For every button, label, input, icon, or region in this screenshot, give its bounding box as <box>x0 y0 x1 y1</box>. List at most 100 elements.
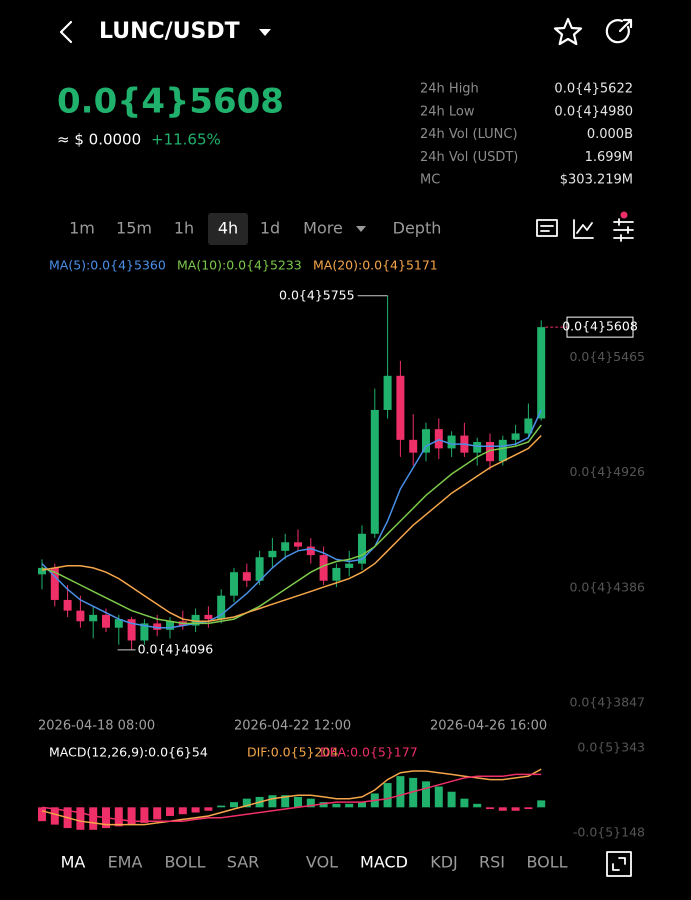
stat-value: 0.0{4}5622 <box>554 82 633 97</box>
indicator-icon[interactable] <box>573 219 594 239</box>
candle-body <box>191 614 200 626</box>
macd-bar <box>358 802 366 808</box>
low-label: 0.0{4}4096 <box>138 641 214 656</box>
y-tick-label: 0.0{4}4386 <box>569 579 645 594</box>
indicator-tab[interactable]: SAR <box>227 853 260 872</box>
indicator-tab[interactable]: BOLL <box>164 853 205 872</box>
back-button[interactable] <box>59 20 73 44</box>
interval-tab[interactable]: 1d <box>260 219 280 238</box>
indicator-tab[interactable]: MACD <box>360 853 408 872</box>
candle-body <box>281 542 290 551</box>
candle-body <box>524 418 533 434</box>
indicator-tab[interactable]: VOL <box>306 853 338 872</box>
macd-bar <box>140 807 149 823</box>
macd-bar <box>460 798 469 808</box>
candle-body <box>319 555 328 581</box>
macd-bar <box>38 807 46 822</box>
candle-body <box>204 614 213 620</box>
stat-value: 0.0{4}4980 <box>554 104 633 119</box>
candle-body <box>473 441 482 453</box>
macd-bar <box>422 781 430 808</box>
order-book-icon[interactable] <box>536 219 558 237</box>
favorite-button[interactable] <box>553 17 583 46</box>
macd-bar <box>319 802 328 808</box>
macd-bar <box>473 803 482 808</box>
indicator-tab[interactable]: KDJ <box>430 853 458 872</box>
legend-entry: DIF:0.0{5}204 <box>247 745 338 760</box>
stat-label: 24h Vol (USDT) <box>420 150 518 165</box>
macd-bar <box>511 807 520 811</box>
candle-body <box>332 567 341 581</box>
y-tick-label: 0.0{4}5465 <box>569 349 645 364</box>
candle-body <box>498 439 507 462</box>
candle-body <box>383 375 392 410</box>
candle-body <box>358 533 366 564</box>
settings-icon[interactable] <box>613 218 634 242</box>
candle-body <box>166 621 174 630</box>
interval-tab[interactable]: More <box>303 219 343 238</box>
indicator-tab[interactable]: EMA <box>108 853 143 872</box>
candle-body <box>153 623 162 630</box>
legend-entry: DEA:0.0{5}177 <box>320 745 418 760</box>
y-tick-label: -0.0{5}148 <box>573 824 645 839</box>
candle-body <box>486 441 494 462</box>
macd-bar <box>230 802 238 808</box>
share-button[interactable] <box>605 18 633 44</box>
y-tick-label: 0.0{4}3847 <box>569 695 645 710</box>
candle-body <box>396 375 405 440</box>
macd-bar <box>127 807 136 825</box>
macd-bar <box>294 796 302 808</box>
candle-body <box>50 567 59 600</box>
pair-dropdown[interactable] <box>259 29 271 36</box>
candle-body <box>370 409 379 534</box>
macd-bar <box>114 807 123 827</box>
candle-body <box>102 614 110 628</box>
interval-tab[interactable]: 1h <box>174 219 194 238</box>
macd-bar <box>217 805 226 808</box>
macd-bar <box>204 807 213 811</box>
candle-body <box>255 557 264 581</box>
interval-tab[interactable]: Depth <box>393 219 442 238</box>
legend-entry: MA(5):0.0{4}5360 <box>49 258 166 273</box>
stat-value: 1.699M <box>585 150 633 165</box>
candle-body <box>140 623 149 641</box>
candle-body <box>127 619 136 641</box>
macd-bar <box>498 807 507 811</box>
macd-bar <box>434 786 443 808</box>
macd-line <box>41 773 542 822</box>
pair-title[interactable]: LUNC/USDT <box>99 19 240 44</box>
x-tick-label: 2026-04-18 08:00 <box>38 719 155 734</box>
last-price: 0.0{4}5608 <box>57 82 284 122</box>
last-price-box <box>566 316 634 338</box>
candle-body <box>306 546 315 556</box>
macd-bar <box>345 803 354 808</box>
macd-line <box>41 768 542 826</box>
fiat-price: ≈ $ 0.0000 <box>57 131 141 149</box>
interval-tab[interactable]: 15m <box>116 219 152 238</box>
x-tick-label: 2026-04-22 12:00 <box>234 719 351 734</box>
candle-body <box>76 610 85 622</box>
macd-bar <box>242 798 251 808</box>
stat-label: MC <box>420 173 440 188</box>
macd-bar <box>447 791 456 808</box>
fullscreen-button[interactable] <box>606 851 632 877</box>
macd-bar <box>383 783 392 808</box>
selected-interval-bg <box>208 213 248 245</box>
macd-bar <box>268 795 277 808</box>
toolbar-icons <box>536 211 634 242</box>
more-dropdown[interactable] <box>356 226 366 232</box>
interval-tab[interactable]: 4h <box>218 219 238 238</box>
candle-body <box>294 542 302 547</box>
macd-bar <box>537 800 546 808</box>
ma-line <box>41 435 542 623</box>
interval-tab[interactable]: 1m <box>69 219 95 238</box>
indicator-tab[interactable]: RSI <box>479 853 505 872</box>
candle-body <box>242 572 251 581</box>
indicator-tab[interactable]: MA <box>61 853 86 872</box>
macd-bar <box>178 807 187 815</box>
macd-bar <box>396 776 405 808</box>
legend-entry: MA(20):0.0{4}5171 <box>313 258 438 273</box>
indicator-tab[interactable]: BOLL <box>526 853 567 872</box>
candle-body <box>434 429 443 449</box>
